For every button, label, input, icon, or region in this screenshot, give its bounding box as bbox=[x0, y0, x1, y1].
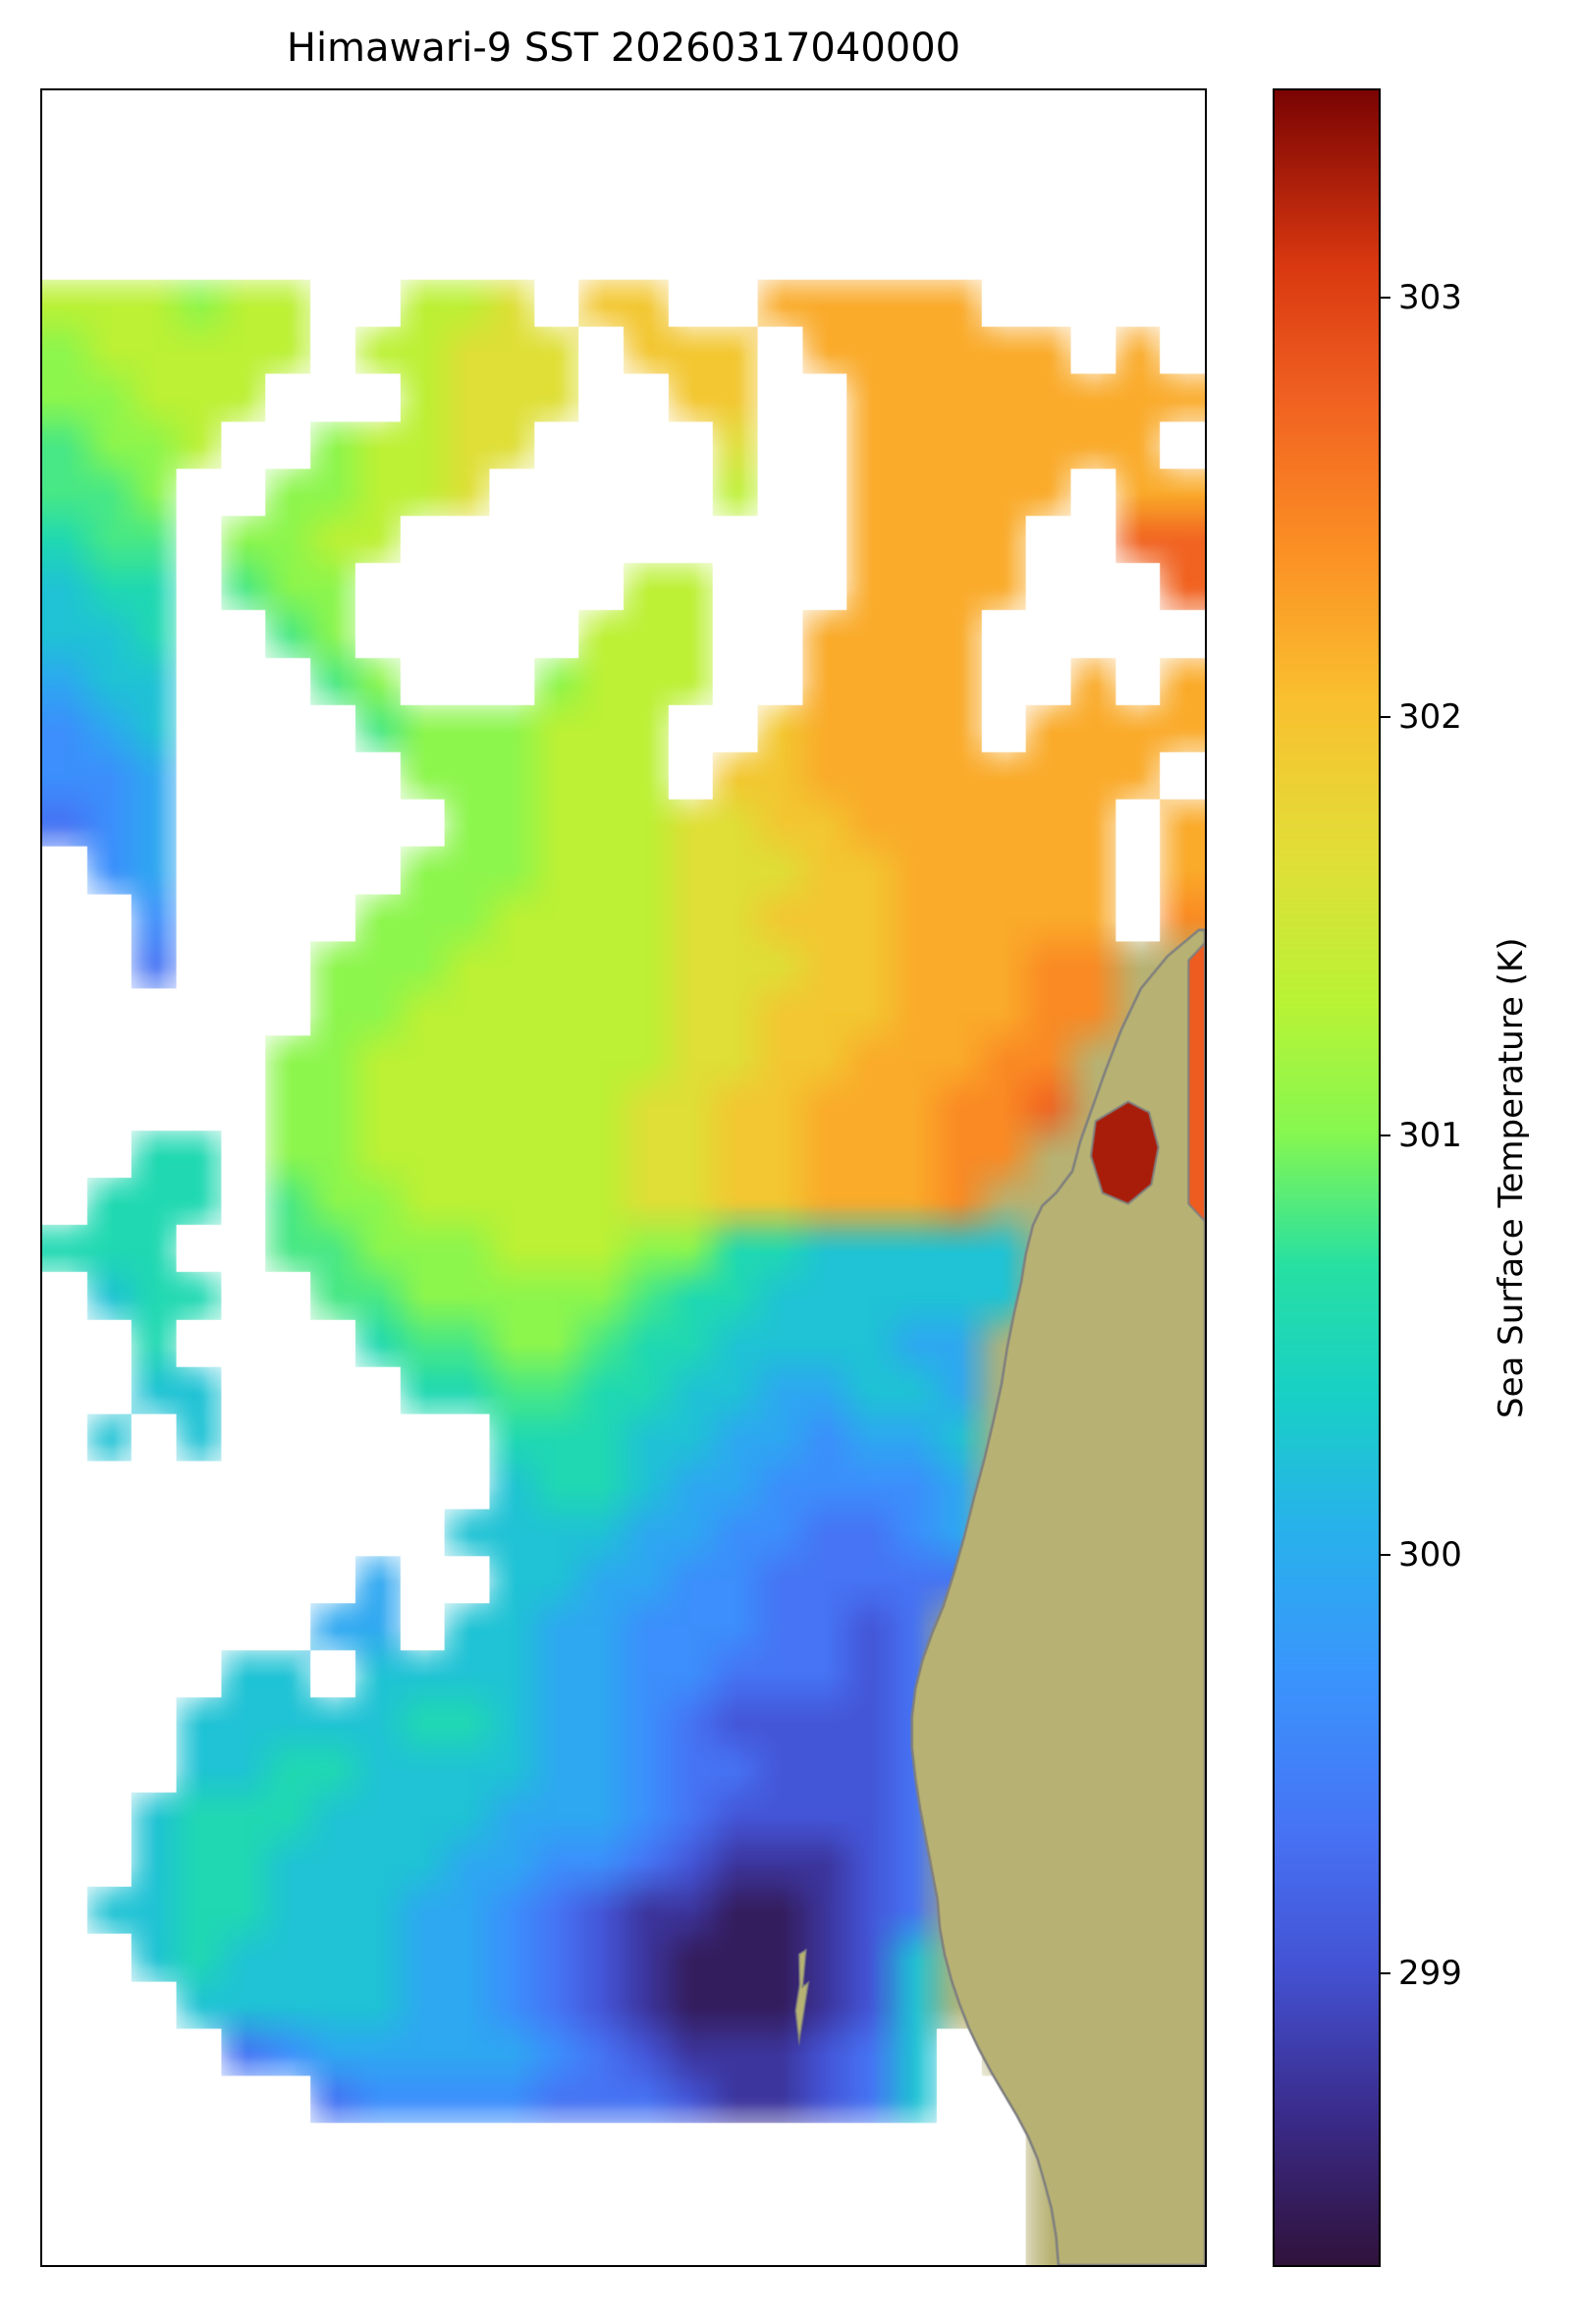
map-axes bbox=[40, 88, 1207, 2267]
plot-title: Himawari-9 SST 20260317040000 bbox=[286, 26, 961, 71]
colorbar-tick-label: 299 bbox=[1398, 1954, 1462, 1994]
colorbar-tick-label: 301 bbox=[1398, 1116, 1462, 1156]
sst-map-canvas bbox=[42, 90, 1205, 2265]
colorbar-ticks: 299 300 301 302 303 bbox=[1381, 88, 1508, 2267]
colorbar-tick-mark bbox=[1381, 715, 1390, 718]
colorbar-tick-mark bbox=[1381, 1972, 1390, 1975]
colorbar-label: Sea Surface Temperature (K) bbox=[1492, 937, 1531, 1418]
colorbar bbox=[1273, 88, 1381, 2267]
colorbar-tick-label: 302 bbox=[1398, 696, 1462, 737]
colorbar-gradient bbox=[1275, 90, 1379, 2265]
colorbar-tick-label: 300 bbox=[1398, 1534, 1462, 1575]
colorbar-tick-mark bbox=[1381, 1134, 1390, 1137]
colorbar-tick-mark bbox=[1381, 297, 1390, 300]
colorbar-tick-mark bbox=[1381, 1553, 1390, 1556]
colorbar-tick-label: 303 bbox=[1398, 278, 1462, 318]
